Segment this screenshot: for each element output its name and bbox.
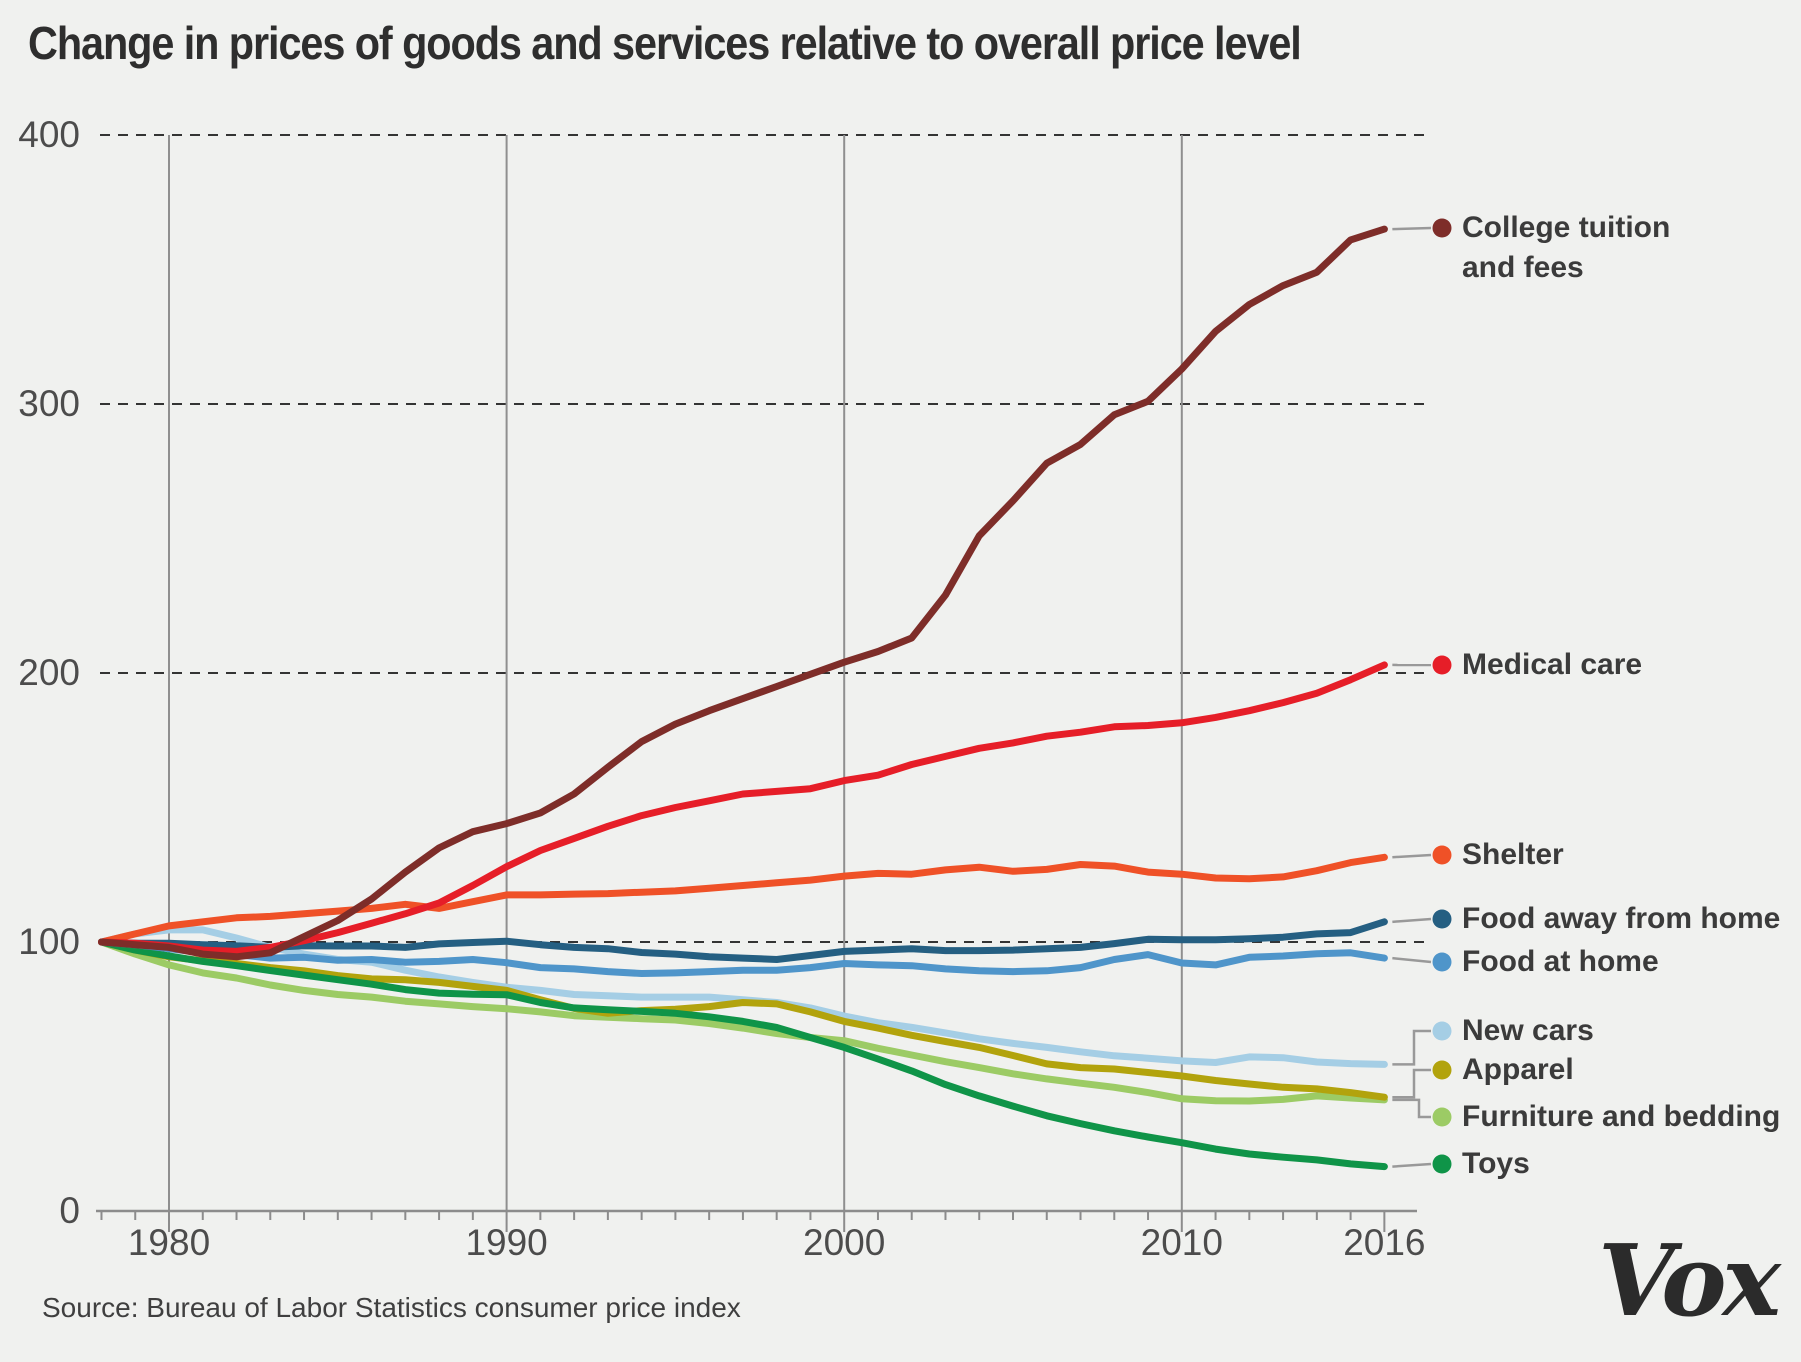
legend-connector-food-at-home bbox=[1392, 956, 1432, 964]
series-line-college-tuition-and-fees bbox=[98, 225, 1388, 961]
legend-connector-new-cars bbox=[1392, 1029, 1431, 1066]
series-line-food-away-from-home bbox=[98, 918, 1388, 963]
x-axis-label-1990: 1990 bbox=[465, 1222, 548, 1263]
vox-logo: Vox bbox=[1598, 1224, 1781, 1339]
legend-label-college-tuition-and-fees: College tuition bbox=[1462, 211, 1671, 244]
legend-dot-food-away-from-home bbox=[1432, 909, 1452, 929]
legend-connector-apparel bbox=[1392, 1068, 1431, 1099]
legend-label-furniture-and-bedding: Furniture and bedding bbox=[1462, 1100, 1781, 1133]
legend-connector-shelter bbox=[1392, 853, 1432, 859]
legend-dot-apparel bbox=[1432, 1060, 1452, 1080]
series-line-furniture-and-bedding bbox=[98, 938, 1388, 1105]
legend-dot-toys bbox=[1432, 1154, 1452, 1174]
series-line-toys bbox=[98, 938, 1388, 1171]
legend-label-apparel: Apparel bbox=[1462, 1053, 1574, 1086]
legend-connector-college-tuition-and-fees bbox=[1392, 226, 1432, 231]
legend-dot-new-cars bbox=[1432, 1021, 1452, 1041]
legend-label-college-tuition-and-fees-line2: and fees bbox=[1462, 251, 1584, 284]
legend-dot-shelter bbox=[1432, 845, 1452, 865]
series-line-apparel bbox=[98, 938, 1388, 1101]
x-axis-label-2010: 2010 bbox=[1140, 1222, 1223, 1263]
series-line-new-cars bbox=[98, 926, 1388, 1068]
x-axis-label-2000: 2000 bbox=[803, 1222, 886, 1263]
y-axis-label-200: 200 bbox=[18, 652, 80, 693]
legend-label-shelter: Shelter bbox=[1462, 838, 1564, 871]
legend-connector-food-away-from-home bbox=[1392, 917, 1432, 924]
legend-label-food-away-from-home: Food away from home bbox=[1462, 902, 1781, 935]
legend-dot-medical-care bbox=[1432, 655, 1452, 675]
series-line-food-at-home bbox=[98, 938, 1388, 977]
legend-label-new-cars: New cars bbox=[1462, 1014, 1594, 1047]
legend-connector-furniture-and-bedding bbox=[1392, 1098, 1431, 1119]
page-title: Change in prices of goods and services r… bbox=[28, 17, 1302, 69]
source-note: Source: Bureau of Labor Statistics consu… bbox=[42, 1292, 741, 1323]
x-axis-label-2016: 2016 bbox=[1343, 1222, 1426, 1263]
legend-dot-college-tuition-and-fees bbox=[1432, 218, 1452, 238]
x-axis-label-1980: 1980 bbox=[127, 1222, 211, 1263]
y-axis-label-300: 300 bbox=[18, 383, 80, 424]
series-line-shelter bbox=[98, 853, 1388, 946]
legend-label-toys: Toys bbox=[1462, 1147, 1530, 1180]
legend-dot-furniture-and-bedding bbox=[1432, 1107, 1452, 1127]
y-axis-label-0: 0 bbox=[59, 1190, 80, 1231]
legend-label-food-at-home: Food at home bbox=[1462, 945, 1659, 978]
legend-dot-food-at-home bbox=[1432, 952, 1452, 972]
y-axis-label-400: 400 bbox=[18, 114, 80, 155]
y-axis-label-100: 100 bbox=[18, 921, 80, 962]
series-line-medical-care bbox=[98, 661, 1388, 955]
legend-connector-toys bbox=[1392, 1162, 1432, 1168]
legend-label-medical-care: Medical care bbox=[1462, 648, 1643, 681]
